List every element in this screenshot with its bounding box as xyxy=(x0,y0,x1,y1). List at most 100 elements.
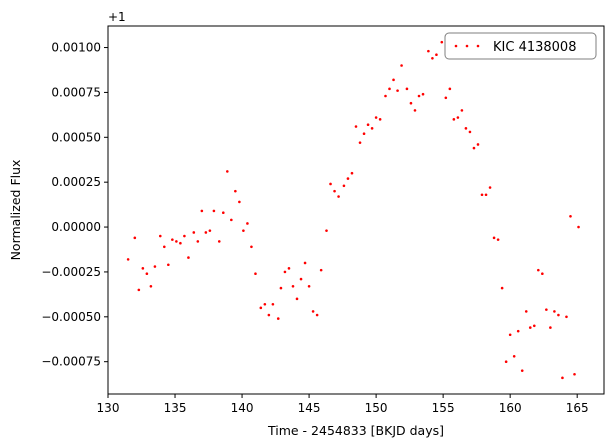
legend-marker-dot xyxy=(476,44,480,48)
data-point xyxy=(149,284,153,288)
data-point xyxy=(435,53,438,57)
data-point xyxy=(307,284,311,288)
data-point xyxy=(565,315,568,319)
data-point xyxy=(508,333,512,337)
x-tick-label: 130 xyxy=(97,401,120,415)
x-tick-label: 165 xyxy=(566,401,589,415)
data-point xyxy=(484,193,488,197)
data-point xyxy=(421,92,425,96)
data-point xyxy=(242,229,245,232)
x-axis-label: Time - 2454833 [BKJD days] xyxy=(267,423,444,438)
data-point xyxy=(141,267,145,270)
data-point xyxy=(464,127,468,130)
data-point xyxy=(315,313,319,317)
data-point xyxy=(524,310,528,313)
y-tick-label: −0.00050 xyxy=(41,310,101,324)
data-point xyxy=(413,109,417,112)
data-point xyxy=(388,87,391,91)
data-point xyxy=(460,109,464,112)
data-point xyxy=(333,189,336,193)
data-point xyxy=(366,123,370,127)
data-point xyxy=(137,288,141,292)
data-point xyxy=(299,277,303,281)
data-point xyxy=(230,218,233,222)
data-point xyxy=(370,127,374,130)
data-point xyxy=(384,94,387,98)
data-point xyxy=(171,238,174,241)
data-point xyxy=(400,64,403,67)
data-point xyxy=(392,78,395,82)
data-point xyxy=(549,326,552,329)
data-point xyxy=(221,211,225,214)
data-point xyxy=(329,182,332,186)
data-point xyxy=(267,313,271,317)
y-tick-label: 0.00050 xyxy=(51,130,101,144)
data-point xyxy=(175,240,178,243)
data-point xyxy=(431,57,434,60)
plot-area xyxy=(107,25,605,395)
plot-frame xyxy=(107,25,605,395)
x-tick-label: 135 xyxy=(164,401,187,415)
data-point xyxy=(279,286,283,290)
data-point xyxy=(496,238,500,241)
data-point xyxy=(204,231,208,234)
data-point xyxy=(440,40,444,44)
data-point xyxy=(448,87,452,91)
legend-label: KIC 4138008 xyxy=(493,40,576,55)
data-point xyxy=(254,272,257,276)
data-point xyxy=(488,186,492,189)
data-point xyxy=(183,234,186,238)
data-point xyxy=(200,209,204,213)
data-point xyxy=(358,141,362,144)
data-point xyxy=(158,234,162,238)
y-tick-label: −0.00025 xyxy=(41,265,101,279)
data-point xyxy=(291,284,295,288)
data-point xyxy=(468,130,472,134)
data-point xyxy=(325,229,328,232)
data-point xyxy=(516,329,520,333)
data-point xyxy=(405,87,409,91)
data-point xyxy=(226,170,229,173)
data-point xyxy=(561,376,564,380)
data-point xyxy=(133,236,137,240)
data-point xyxy=(456,116,460,119)
data-point xyxy=(500,286,504,290)
x-tick-label: 155 xyxy=(432,401,455,415)
data-point xyxy=(212,209,216,213)
data-point xyxy=(532,324,536,328)
data-point xyxy=(577,225,580,229)
data-point xyxy=(541,272,544,276)
y-axis-label: Normalized Flux xyxy=(8,160,23,261)
data-point xyxy=(238,200,241,204)
data-point xyxy=(452,118,456,121)
y-tick-label: 0.00100 xyxy=(51,41,101,55)
legend-marker xyxy=(454,44,480,48)
data-point xyxy=(342,184,346,188)
data-point xyxy=(337,195,340,198)
x-tick-label: 160 xyxy=(499,401,522,415)
data-point xyxy=(217,240,221,243)
data-point xyxy=(295,297,299,301)
data-point xyxy=(569,214,572,218)
y-offset-label: +1 xyxy=(108,10,126,24)
data-point xyxy=(192,231,196,234)
x-tick-label: 145 xyxy=(298,401,321,415)
data-point xyxy=(234,189,237,193)
data-point xyxy=(545,308,548,311)
data-point xyxy=(271,302,275,306)
data-point xyxy=(427,49,430,53)
data-point xyxy=(346,177,350,180)
data-point xyxy=(573,372,576,376)
legend-marker-dot xyxy=(465,44,469,48)
data-point xyxy=(287,267,291,270)
y-tick-label: −0.00075 xyxy=(41,355,101,369)
x-tick-label: 150 xyxy=(365,401,388,415)
data-point xyxy=(528,326,532,329)
y-tick-label: 0.00000 xyxy=(51,220,101,234)
data-point xyxy=(126,258,130,261)
data-point xyxy=(163,245,166,249)
data-point xyxy=(319,268,323,272)
data-point xyxy=(557,313,560,317)
data-point xyxy=(553,310,556,313)
data-point xyxy=(263,302,267,306)
